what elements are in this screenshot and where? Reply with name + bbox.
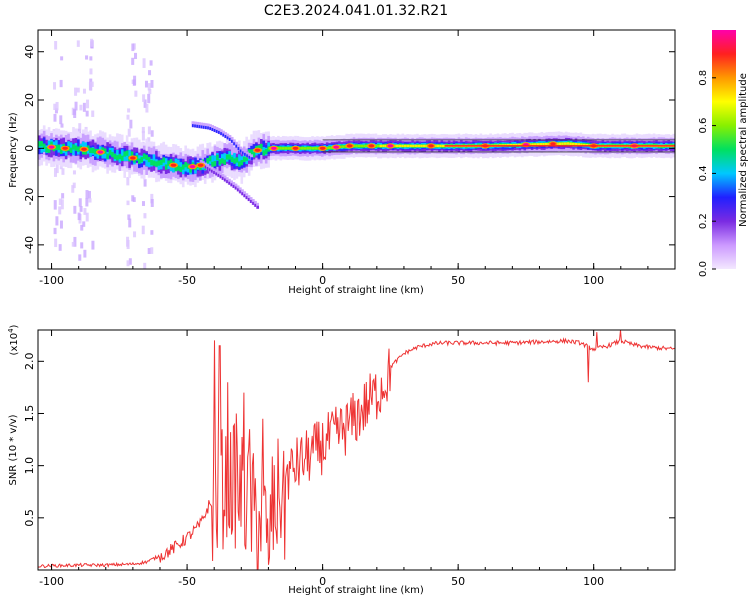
spectrogram-xlabel: Height of straight line (km) [288,285,424,296]
snr-exponent-base: (x10 [9,333,20,356]
hot-spot-core [346,144,353,148]
snr-xlabel: Height of straight line (km) [288,585,424,596]
colorbar-ticks: 0.0 0.2 0.4 0.6 0.8 [698,70,716,277]
spectrogram-ylabel: Frequency (Hz) [8,112,19,188]
spectrogram-xtick-label: 50 [451,274,465,287]
side-branch-upper [191,121,254,161]
hot-spot-core [130,156,136,160]
spectrogram-xtick-label: 0 [319,274,326,287]
snr-ytick-label: 1.5 [23,405,36,423]
hot-spot-core [387,144,394,148]
hot-spot-core [189,165,196,169]
snr-frame [37,329,676,571]
spectrogram-area [38,38,675,269]
spectrogram-ytick-label: 40 [23,45,36,59]
snr-axes: -100 -50 0 50 100 2.0 1.5 1.0 0.5 [23,330,675,588]
hot-spot-core [254,148,261,152]
hot-spot-core [271,146,277,150]
spectrogram-ytick-label: -20 [23,188,36,206]
spectrogram-ytick-label: 20 [23,93,36,107]
spectrogram-xtick-label: -100 [39,274,64,287]
hot-spot-core [97,150,104,154]
snr-line [38,330,675,570]
colorbar-tick-label: 0.8 [698,70,709,86]
colorbar-label: Normalized spectral amplitude [738,73,749,227]
hot-spot-core [319,146,326,150]
spectrogram-ytick-label: 0 [23,145,36,152]
spectrogram-frame [37,29,676,270]
snr-xtick-label: 50 [451,575,465,588]
hot-spot-core [81,147,87,151]
hot-spot-core [428,144,434,148]
snr-ylabel: SNR (10 * v/v) [8,414,19,485]
hot-spot-core [292,146,299,150]
snr-xtick-label: 0 [319,575,326,588]
snr-ytick-label: 1.0 [23,457,36,475]
colorbar [712,30,736,269]
hot-spot-core [333,145,339,149]
snr-ytick-label: 0.5 [23,509,36,527]
colorbar-tick-label: 0.4 [698,165,709,181]
colorbar-tick-label: 0.0 [698,261,709,277]
colorbar-tick-label: 0.6 [698,118,709,134]
snr-xtick-label: -100 [39,575,64,588]
spectrogram-xtick-label: 100 [583,274,604,287]
hot-spot-core [197,163,204,167]
snr-plot-area [38,330,675,570]
hot-spot-core [368,144,375,148]
snr-ytick-label: 2.0 [23,353,36,371]
snr-exponent: (x104) [7,324,20,355]
snr-xtick-label: 100 [583,575,604,588]
hot-spot-core [62,146,68,150]
snr-exponent-power: 4 [7,328,15,333]
hot-spot-core [550,142,556,146]
spectrogram-xtick-label: -50 [178,274,196,287]
spectrogram-axes: -100 -50 0 50 100 40 20 0 -20 -40 [23,30,675,287]
hot-spot-core [48,145,55,149]
snr-xtick-label: -50 [178,575,196,588]
hot-spot-core [170,163,177,167]
colorbar-tick-label: 0.2 [698,213,709,229]
chart-title: C2E3.2024.041.01.32.R21 [264,3,448,19]
spectrogram-ytick-label: -40 [23,236,36,254]
svg-text:(x104): (x104) [7,324,20,355]
